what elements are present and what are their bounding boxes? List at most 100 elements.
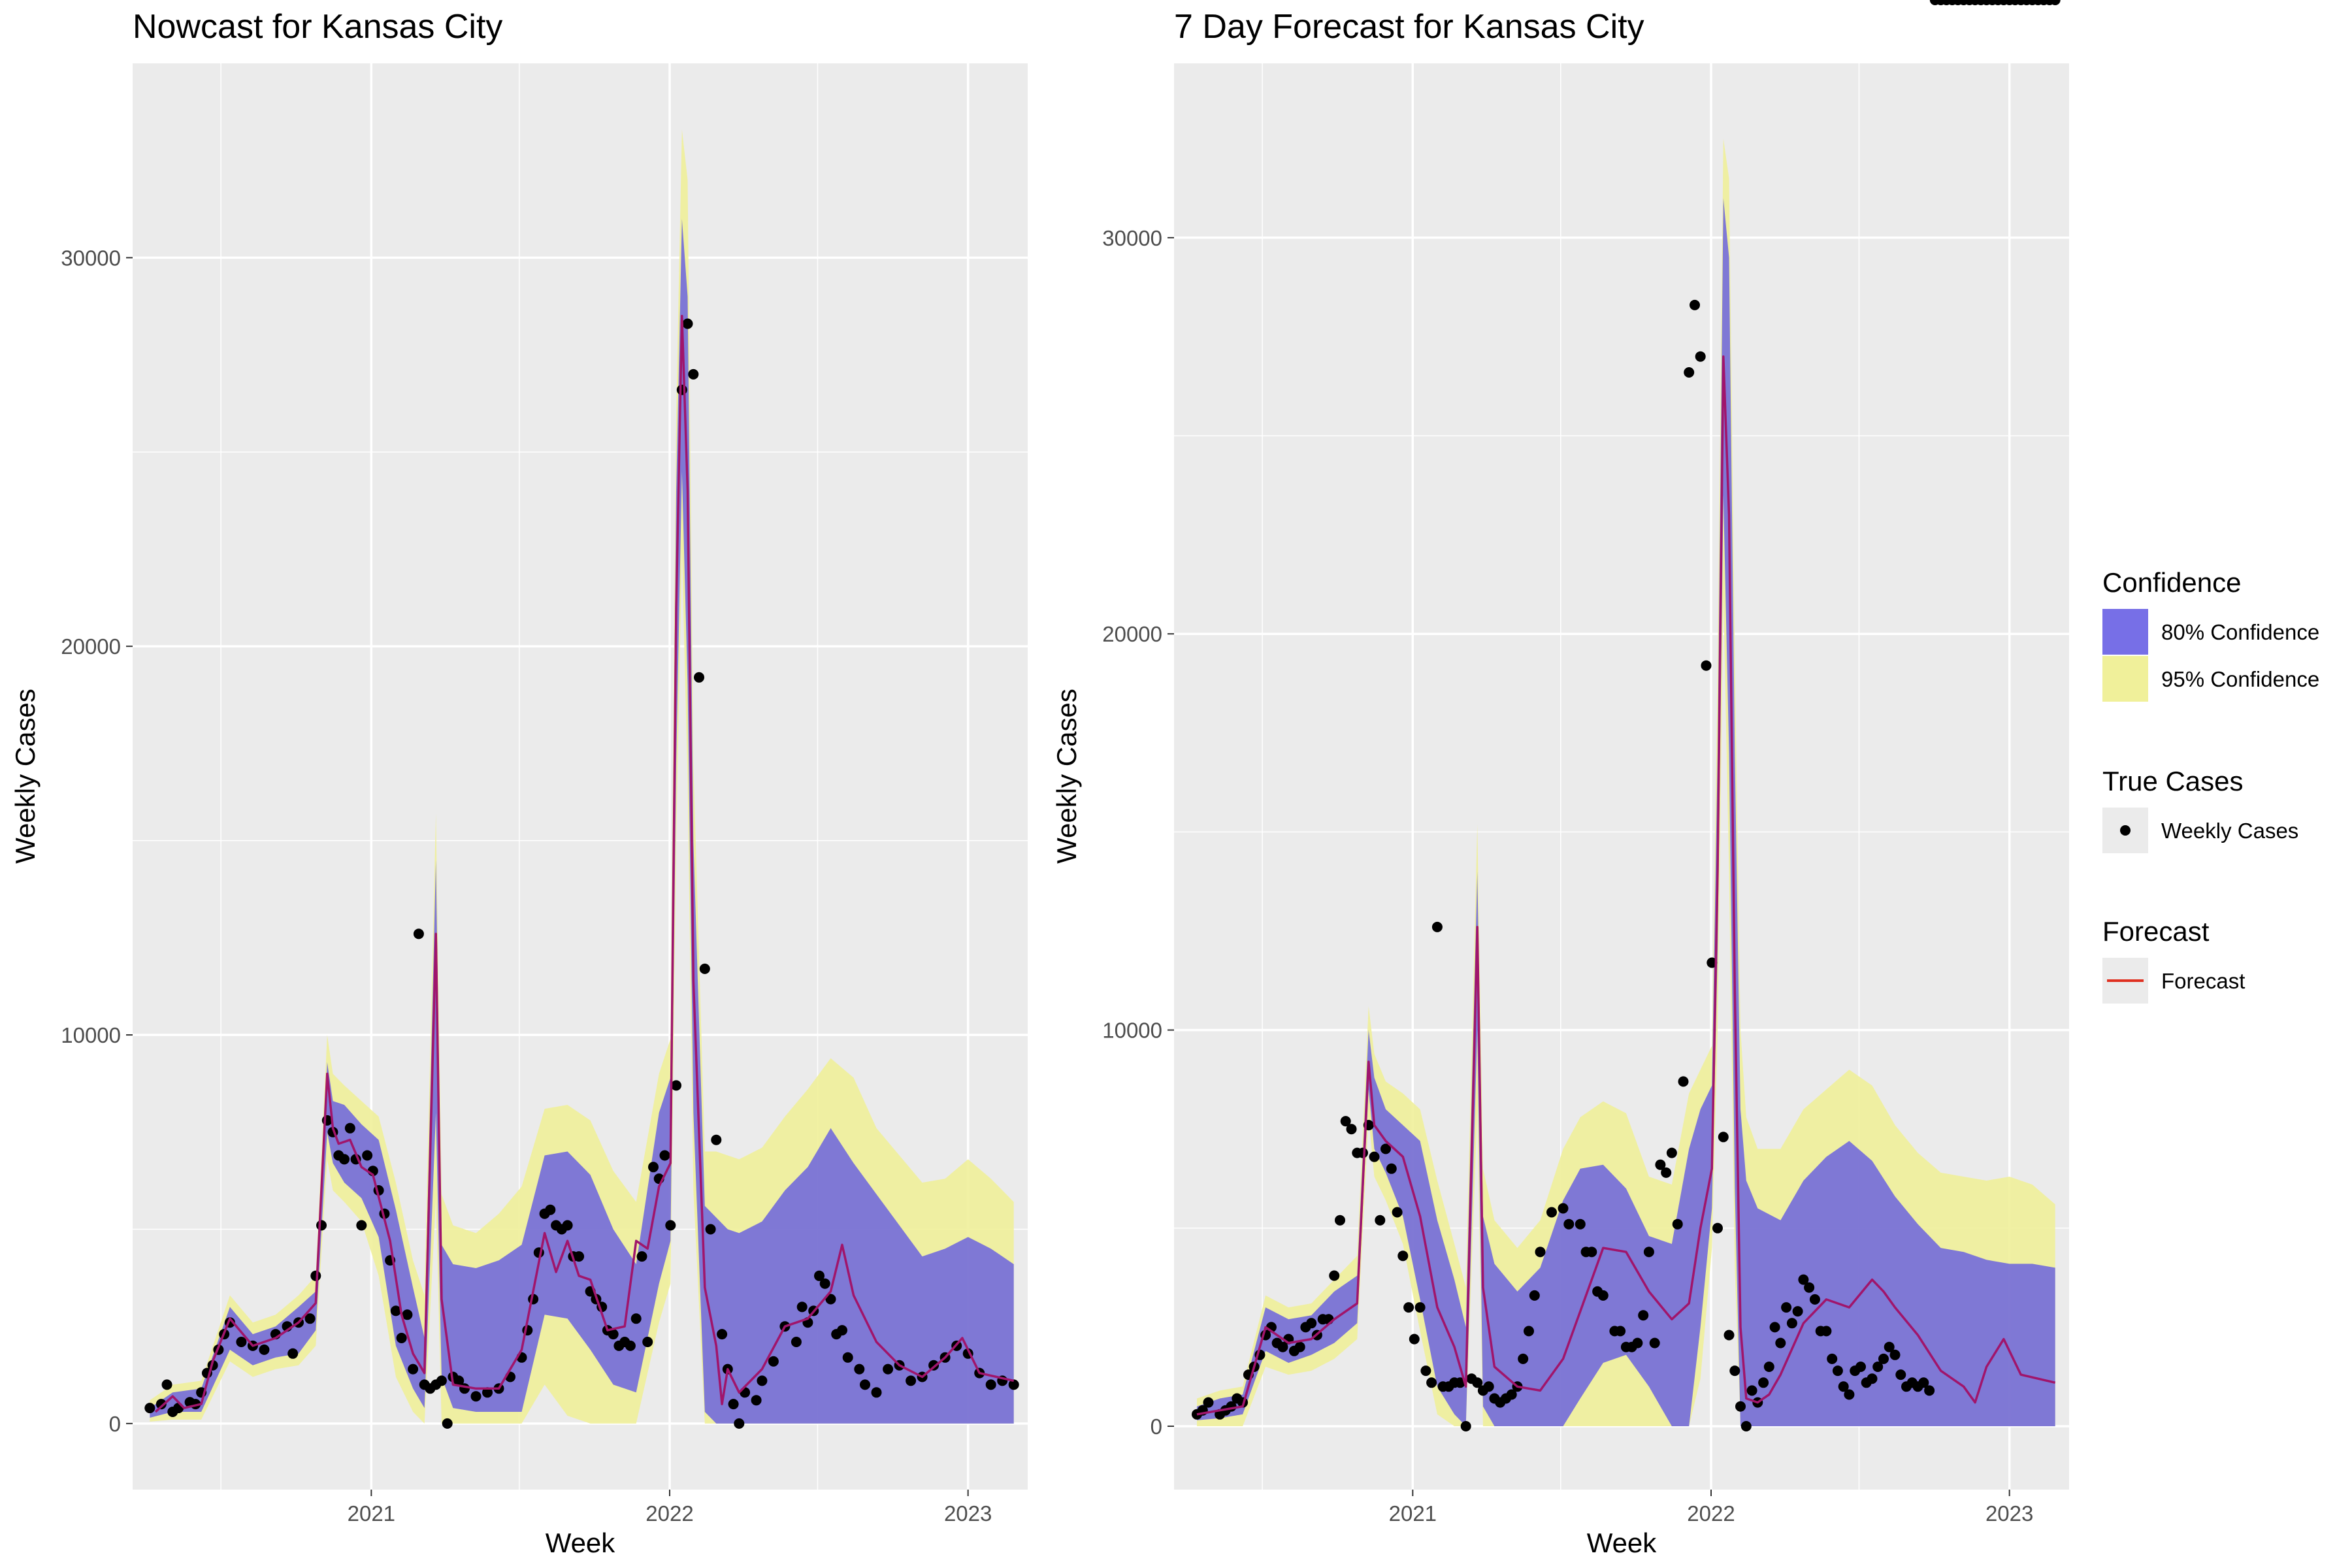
chart-title: 7 Day Forecast for Kansas City: [1174, 8, 1644, 46]
forecast-line: [1196, 355, 2056, 1416]
forecast-chart: 7 Day Forecast for Kansas City 0 10000 200…: [1051, 0, 2069, 1558]
legend-label-forecast: Forecast: [2161, 969, 2245, 993]
weekly-case-point: [1855, 1362, 1866, 1372]
legend-point-icon: [2120, 825, 2131, 836]
weekly-case-point: [630, 1313, 642, 1324]
weekly-case-point: [155, 1399, 167, 1410]
weekly-case-point: [1483, 1381, 1494, 1392]
weekly-case-point: [310, 1270, 321, 1281]
y-axis: 0 10000 20000 30000: [61, 246, 133, 1436]
weekly-case-point: [1294, 1341, 1305, 1352]
weekly-case-point: [413, 928, 424, 939]
weekly-case-point: [2050, 0, 2061, 5]
weekly-case-point: [1775, 1337, 1786, 1348]
weekly-case-point: [1758, 1377, 1769, 1388]
weekly-case-point: [259, 1344, 270, 1355]
weekly-case-point: [1632, 1337, 1643, 1348]
legend-swatch-80: [2102, 609, 2148, 655]
weekly-case-point: [1472, 1377, 1483, 1388]
weekly-case-point: [574, 1251, 585, 1262]
weekly-case-point: [1684, 367, 1695, 378]
legend-label-80: 80% Confidence: [2161, 620, 2319, 644]
weekly-case-point: [1786, 1318, 1797, 1329]
weekly-case-point: [1403, 1302, 1414, 1313]
weekly-case-point: [1518, 1353, 1529, 1364]
legend-swatch-95: [2102, 656, 2148, 702]
weekly-case-point: [854, 1364, 865, 1375]
weekly-case-point: [1409, 1333, 1420, 1345]
weekly-case-point: [1575, 1218, 1586, 1230]
weekly-case-point: [1375, 1215, 1386, 1226]
x-axis: 2021 2022 2023: [348, 1490, 992, 1526]
weekly-case-point: [728, 1399, 739, 1410]
weekly-case-point: [408, 1364, 419, 1375]
weekly-case-point: [648, 1162, 659, 1173]
weekly-case-point: [860, 1379, 870, 1390]
weekly-case-point: [1454, 1377, 1465, 1388]
weekly-case-point: [1804, 1282, 1815, 1293]
weekly-case-point: [1597, 1290, 1609, 1301]
weekly-case-point: [1277, 1341, 1288, 1352]
weekly-case-point: [1535, 1247, 1546, 1258]
weekly-case-point: [1838, 1381, 1849, 1392]
weekly-case-point: [717, 1329, 728, 1340]
weekly-case-point: [883, 1364, 894, 1375]
ci80-band: [1197, 198, 2055, 1427]
weekly-case-point: [1844, 1389, 1855, 1400]
weekly-case-point: [1346, 1124, 1357, 1135]
weekly-case-point: [1832, 1365, 1843, 1377]
weekly-case-point: [837, 1325, 847, 1336]
weekly-case-point: [757, 1375, 768, 1386]
weekly-case-point: [1558, 1203, 1569, 1214]
weekly-case-point: [768, 1356, 779, 1367]
weekly-case-point: [1701, 660, 1712, 671]
weekly-case-point: [1586, 1247, 1597, 1258]
weekly-case-point: [1335, 1215, 1345, 1226]
weekly-case-point: [1763, 1362, 1774, 1372]
weekly-case-point: [1529, 1290, 1540, 1301]
weekly-case-point: [734, 1418, 745, 1429]
weekly-case-point: [1690, 299, 1700, 310]
weekly-case-point: [1546, 1207, 1557, 1218]
weekly-case-point: [1306, 1318, 1317, 1329]
plot-layers: [1192, 0, 2061, 1431]
weekly-case-point: [751, 1395, 762, 1406]
weekly-case-point: [482, 1387, 493, 1398]
weekly-case-point: [1392, 1207, 1403, 1218]
x-tick-label: 2023: [944, 1501, 992, 1526]
weekly-case-point: [1008, 1379, 1019, 1390]
weekly-case-point: [1369, 1151, 1380, 1162]
weekly-case-point: [362, 1150, 373, 1161]
weekly-case-point: [625, 1340, 636, 1351]
weekly-case-point: [688, 368, 699, 380]
x-tick-label: 2021: [348, 1501, 395, 1526]
weekly-case-point: [1661, 1167, 1672, 1178]
weekly-case-point: [1672, 1218, 1683, 1230]
weekly-case-point: [1712, 1222, 1723, 1233]
y-tick-label: 20000: [1102, 622, 1162, 646]
weekly-case-point: [470, 1391, 482, 1402]
chart-title: Nowcast for Kansas City: [133, 8, 502, 46]
weekly-case-point: [694, 672, 704, 683]
y-tick-label: 30000: [61, 246, 121, 270]
weekly-case-point: [814, 1270, 825, 1281]
weekly-case-point: [402, 1309, 413, 1320]
weekly-case-point: [1397, 1250, 1409, 1262]
weekly-case-point: [1889, 1349, 1901, 1360]
weekly-case-point: [659, 1150, 670, 1161]
weekly-case-point: [436, 1375, 447, 1386]
weekly-case-point: [1666, 1147, 1677, 1158]
ci95-band: [1197, 139, 2055, 1427]
x-axis: 2021 2022 2023: [1389, 1490, 2033, 1526]
weekly-case-point: [705, 1224, 716, 1235]
x-tick-label: 2023: [1985, 1501, 2033, 1526]
legend-title-forecast: Forecast: [2102, 916, 2210, 947]
weekly-case-point: [1678, 1076, 1689, 1087]
y-tick-label: 30000: [1102, 226, 1162, 250]
weekly-case-point: [339, 1154, 350, 1165]
weekly-case-point: [1358, 1147, 1368, 1158]
y-axis: 0 10000 20000 30000: [1102, 226, 1174, 1439]
weekly-case-point: [442, 1418, 453, 1429]
legend-title-true-cases: True Cases: [2102, 766, 2244, 796]
legend-label-weekly-cases: Weekly Cases: [2161, 819, 2298, 843]
